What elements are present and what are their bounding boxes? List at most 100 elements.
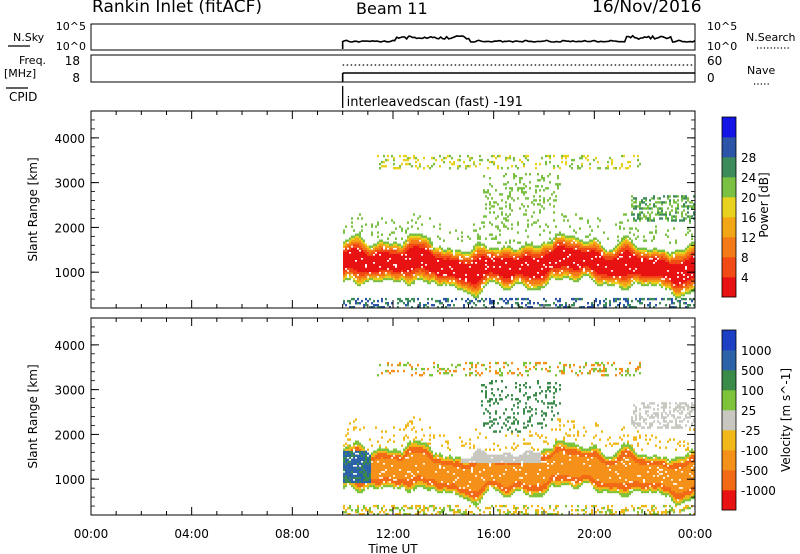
power-cell [495, 249, 497, 252]
power-cell [685, 291, 687, 295]
power-cell [383, 269, 385, 273]
power-cell [431, 304, 433, 307]
power-cell [399, 154, 401, 158]
power-cell [495, 259, 497, 262]
power-cell [439, 261, 441, 265]
power-cell [385, 302, 387, 305]
power-cell [635, 297, 637, 301]
velocity-cell [349, 470, 351, 474]
power-cell [625, 235, 627, 238]
power-cell [631, 269, 633, 273]
power-cell [407, 239, 409, 242]
velocity-cell [361, 474, 363, 478]
power-cell [411, 165, 413, 168]
power-cell [661, 249, 663, 252]
power-cell [449, 251, 451, 254]
power-cell [537, 302, 539, 305]
power-cell [687, 291, 689, 295]
power-cell [527, 277, 529, 281]
power-cell [455, 249, 457, 252]
power-cell [549, 173, 551, 176]
power-cell [503, 267, 505, 271]
power-cell [615, 167, 617, 170]
power-cell [647, 259, 649, 262]
power-cell [587, 261, 589, 265]
power-cell [593, 239, 595, 242]
power-cell [387, 245, 389, 248]
power-cell [597, 257, 599, 260]
power-cell [561, 259, 563, 262]
power-cell [401, 261, 403, 265]
power-cell [517, 279, 519, 283]
power-cell [665, 281, 667, 285]
power-cell [501, 267, 503, 271]
velocity-cell [353, 446, 355, 449]
power-cell [463, 267, 465, 271]
power-cell [393, 158, 395, 162]
power-cell [391, 269, 393, 273]
power-cell [537, 287, 539, 291]
power-cell [473, 265, 475, 269]
power-cell [355, 271, 357, 275]
power-cell [367, 245, 369, 248]
power-cell [635, 227, 637, 230]
power-cell [349, 241, 351, 244]
velocity-cell [345, 442, 347, 445]
velocity-cell [343, 464, 345, 467]
power-cell [629, 265, 631, 269]
power-cell [641, 201, 643, 204]
velocity-cell [347, 478, 349, 482]
power-cell [357, 237, 359, 240]
power-cell [661, 261, 663, 265]
power-cell [387, 154, 389, 158]
velocity-cell [363, 484, 365, 488]
power-cell [633, 261, 635, 265]
velocity-cell [359, 490, 361, 494]
power-cell [395, 251, 397, 254]
power-cell [479, 259, 481, 262]
power-cell [437, 269, 439, 273]
power-cell [385, 261, 387, 265]
power-cell [559, 304, 561, 307]
power-cell [365, 245, 367, 248]
power-cell [675, 275, 677, 279]
power-cell [575, 297, 577, 301]
power-cell [417, 217, 419, 220]
power-cell [479, 154, 481, 158]
power-cell [445, 277, 447, 281]
power-cell [445, 251, 447, 254]
power-cell [479, 287, 481, 291]
power-cell [621, 279, 623, 283]
power-cell [503, 261, 505, 265]
power-cell [557, 185, 559, 188]
power-colorbar-label: Power [dB] [757, 172, 771, 237]
power-cell [409, 237, 411, 240]
power-cell [353, 247, 355, 250]
power-cell [519, 253, 521, 256]
power-cell [363, 269, 365, 273]
power-cell [399, 279, 401, 283]
power-cell [611, 263, 613, 267]
power-cell [361, 279, 363, 283]
power-cell [507, 299, 509, 303]
power-cell [405, 241, 407, 244]
power-cell [465, 299, 467, 303]
power-cell [485, 237, 487, 240]
power-cell [565, 306, 567, 309]
power-cell [513, 267, 515, 271]
power-cell [431, 279, 433, 283]
power-cell [477, 299, 479, 303]
power-cell [463, 160, 465, 164]
power-cell [677, 267, 679, 271]
power-cell [493, 247, 495, 250]
power-cell [527, 247, 529, 250]
power-cell [677, 261, 679, 265]
velocity-cell [365, 476, 367, 480]
velocity-cell [347, 448, 349, 451]
power-cell [603, 306, 605, 309]
power-cell [431, 165, 433, 168]
velocity-cell [363, 460, 365, 463]
power-cell [405, 269, 407, 273]
power-cell [597, 239, 599, 242]
power-cell [375, 253, 377, 256]
